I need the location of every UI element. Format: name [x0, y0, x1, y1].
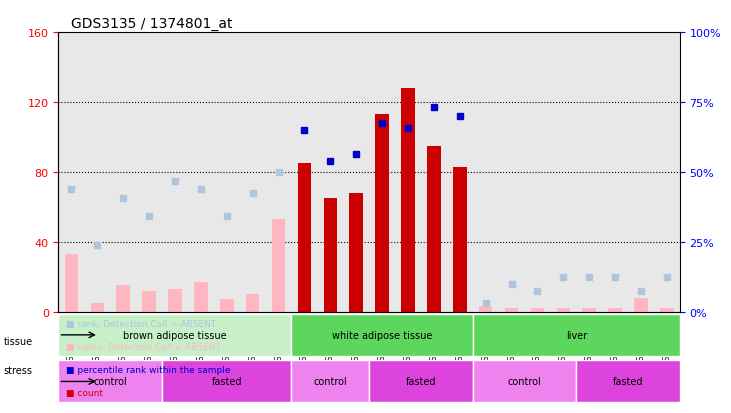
- Bar: [556, 309, 570, 312]
- FancyBboxPatch shape: [369, 361, 473, 402]
- Bar: [324, 199, 337, 312]
- Bar: [143, 291, 156, 312]
- FancyBboxPatch shape: [292, 361, 369, 402]
- Text: liver: liver: [566, 330, 587, 340]
- Text: control: control: [507, 377, 542, 387]
- Bar: [272, 219, 285, 312]
- Bar: [583, 309, 596, 312]
- Bar: [298, 164, 311, 312]
- Bar: [504, 309, 518, 312]
- Text: ■ percentile rank within the sample: ■ percentile rank within the sample: [66, 365, 230, 374]
- Text: brown adipose tissue: brown adipose tissue: [123, 330, 227, 340]
- FancyBboxPatch shape: [58, 361, 162, 402]
- Text: control: control: [94, 377, 127, 387]
- Bar: [116, 286, 130, 312]
- FancyBboxPatch shape: [473, 314, 680, 356]
- Bar: [246, 294, 260, 312]
- FancyBboxPatch shape: [473, 361, 576, 402]
- Bar: [427, 146, 441, 312]
- Bar: [531, 309, 545, 312]
- Text: stress: stress: [4, 365, 33, 375]
- Text: GDS3135 / 1374801_at: GDS3135 / 1374801_at: [71, 17, 232, 31]
- Bar: [349, 193, 363, 312]
- Bar: [194, 282, 208, 312]
- Text: control: control: [314, 377, 347, 387]
- Bar: [608, 309, 622, 312]
- FancyBboxPatch shape: [162, 361, 292, 402]
- Bar: [660, 309, 674, 312]
- Bar: [401, 89, 414, 312]
- Bar: [375, 115, 389, 312]
- Bar: [91, 303, 104, 312]
- Bar: [168, 289, 182, 312]
- Bar: [64, 254, 78, 312]
- Text: white adipose tissue: white adipose tissue: [332, 330, 432, 340]
- Text: ■ rank, Detection Call = ABSENT: ■ rank, Detection Call = ABSENT: [66, 320, 216, 329]
- Bar: [220, 299, 234, 312]
- Text: ■ value, Detection Call = ABSENT: ■ value, Detection Call = ABSENT: [66, 342, 221, 351]
- FancyBboxPatch shape: [576, 361, 680, 402]
- FancyBboxPatch shape: [292, 314, 473, 356]
- Text: fasted: fasted: [211, 377, 242, 387]
- Text: fasted: fasted: [613, 377, 643, 387]
- Text: ■ count: ■ count: [66, 388, 103, 397]
- Bar: [635, 298, 648, 312]
- Bar: [479, 306, 493, 312]
- Text: fasted: fasted: [406, 377, 436, 387]
- Bar: [453, 167, 466, 312]
- Text: tissue: tissue: [4, 336, 33, 346]
- FancyBboxPatch shape: [58, 314, 292, 356]
